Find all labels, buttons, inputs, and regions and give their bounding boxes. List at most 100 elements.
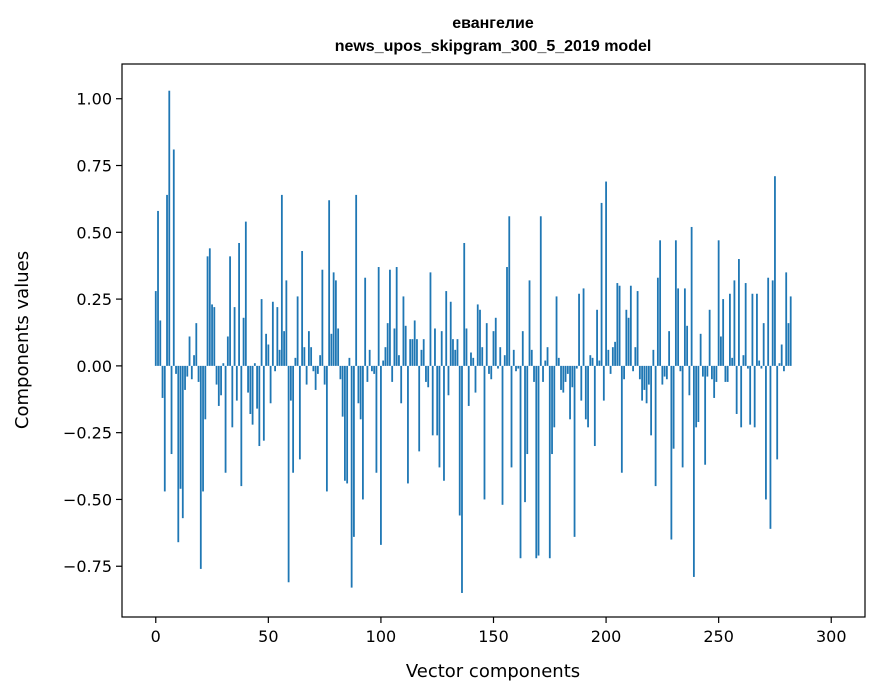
bar xyxy=(720,336,722,366)
bar xyxy=(548,365,551,559)
bar xyxy=(452,339,454,366)
bar xyxy=(373,365,376,374)
bar xyxy=(233,307,236,366)
bar xyxy=(377,267,380,366)
bar xyxy=(663,365,666,377)
bar xyxy=(692,365,695,577)
bar xyxy=(217,365,220,406)
bar xyxy=(242,317,245,366)
bar xyxy=(544,360,547,366)
bar xyxy=(211,304,213,366)
bar xyxy=(463,242,466,366)
bar xyxy=(512,349,515,366)
bar xyxy=(598,360,601,366)
bar xyxy=(508,216,511,366)
bar xyxy=(686,325,689,366)
bar xyxy=(762,323,765,366)
bar xyxy=(445,291,448,366)
bar xyxy=(429,272,432,366)
bar xyxy=(195,323,198,366)
bar xyxy=(569,365,571,420)
bar xyxy=(533,365,535,382)
bar xyxy=(371,365,373,372)
bar xyxy=(528,280,531,366)
bar xyxy=(778,363,781,366)
bar xyxy=(170,365,173,455)
bar xyxy=(733,280,736,366)
bar xyxy=(389,269,391,366)
bar xyxy=(758,360,761,366)
bar xyxy=(427,365,430,388)
bar xyxy=(479,309,481,366)
bar xyxy=(645,365,648,404)
bar xyxy=(652,349,655,366)
bar xyxy=(465,328,468,366)
bar xyxy=(168,90,171,366)
bar xyxy=(289,365,292,401)
bar xyxy=(501,365,504,505)
bar xyxy=(551,365,553,455)
bar xyxy=(294,357,297,366)
bar xyxy=(760,365,763,369)
bar xyxy=(301,251,304,366)
bar xyxy=(386,323,389,366)
bar xyxy=(731,357,734,366)
bar xyxy=(620,365,623,473)
bar xyxy=(607,349,610,366)
bar xyxy=(688,365,691,396)
x-tick-label: 300 xyxy=(816,627,847,646)
bar xyxy=(771,280,774,366)
bar xyxy=(600,202,603,366)
bar xyxy=(393,328,396,366)
bar xyxy=(330,333,333,366)
bar xyxy=(434,328,436,366)
bar xyxy=(506,267,508,366)
bar xyxy=(202,365,204,492)
bar xyxy=(769,365,772,529)
bar xyxy=(573,365,576,537)
bar xyxy=(413,320,416,366)
bar xyxy=(456,339,459,366)
x-axis-label: Vector components xyxy=(406,661,580,682)
bar xyxy=(305,365,308,385)
bar xyxy=(382,360,385,366)
bar xyxy=(411,339,414,366)
bar xyxy=(582,288,585,366)
bar xyxy=(677,288,680,366)
bar xyxy=(346,365,349,484)
bar xyxy=(247,365,249,393)
bar xyxy=(485,323,488,366)
bar xyxy=(395,267,398,366)
bar xyxy=(325,365,328,492)
bar xyxy=(656,277,659,366)
bar xyxy=(674,240,677,366)
bar xyxy=(756,293,758,366)
bar xyxy=(713,365,716,398)
bar xyxy=(208,248,211,366)
bar xyxy=(557,357,560,366)
bar xyxy=(566,365,569,374)
y-tick-label: −0.25 xyxy=(63,424,112,443)
bar xyxy=(307,331,310,366)
bar xyxy=(458,365,461,516)
bar xyxy=(262,365,265,441)
bar xyxy=(629,285,632,366)
bar xyxy=(593,365,596,447)
bar xyxy=(726,365,729,382)
bar xyxy=(364,277,367,366)
bar xyxy=(638,365,641,380)
bar xyxy=(783,365,785,372)
bar xyxy=(258,365,261,447)
bar xyxy=(521,331,524,366)
bar xyxy=(184,365,186,390)
bar xyxy=(738,259,740,366)
bar xyxy=(672,365,675,449)
bar xyxy=(789,296,792,366)
bar xyxy=(476,304,479,366)
bar xyxy=(328,200,331,366)
bar xyxy=(235,365,238,401)
bar xyxy=(695,365,698,428)
bar xyxy=(321,269,324,366)
bar xyxy=(711,365,713,380)
bar xyxy=(249,365,252,414)
